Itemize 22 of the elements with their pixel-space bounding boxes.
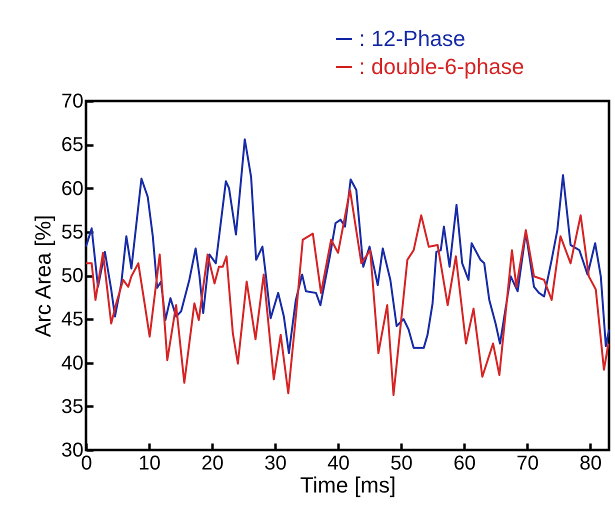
y-tick-label: 40: [61, 352, 84, 374]
x-tick-label: 70: [516, 452, 539, 474]
y-axis-title: Arc Area [%]: [30, 214, 56, 338]
y-tick-label: 60: [61, 178, 84, 200]
line-series: [85, 188, 610, 396]
legend-label: : 12-Phase: [359, 26, 466, 51]
x-tick-label: 10: [138, 452, 161, 474]
x-axis-title: Time [ms]: [300, 472, 396, 498]
x-tick-label: 20: [201, 452, 224, 474]
x-tick-label: 80: [579, 452, 602, 474]
x-tick-label: 30: [264, 452, 287, 474]
y-tick-label: 45: [61, 308, 84, 331]
y-tick-label: 35: [61, 396, 84, 418]
y-tick-label: 55: [61, 221, 84, 244]
y-tick-label: 70: [61, 90, 84, 112]
x-tick-label: 50: [390, 452, 413, 474]
x-tick-label: 40: [327, 452, 350, 474]
y-tick-label: 65: [61, 134, 84, 156]
legend-label: : double-6-phase: [359, 54, 524, 79]
line-series: [85, 138, 610, 354]
x-tick-label: 60: [453, 452, 476, 474]
y-tick-label: 50: [61, 265, 84, 287]
